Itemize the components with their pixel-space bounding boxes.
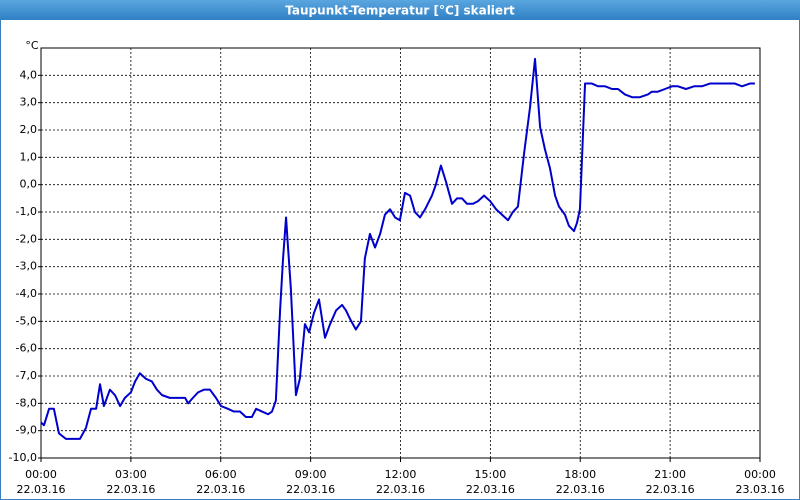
- y-tick-label: -5,0: [16, 314, 37, 327]
- x-tick-date: 22.03.16: [286, 483, 335, 496]
- y-tick-label: 2,0: [20, 123, 38, 136]
- y-tick-label: -3,0: [16, 260, 37, 273]
- x-tick-label: 03:00: [115, 468, 147, 481]
- x-tick-label: 21:00: [654, 468, 686, 481]
- y-tick-label: 4,0: [20, 68, 38, 81]
- y-tick-label: -8,0: [16, 396, 37, 409]
- x-tick-date: 22.03.16: [17, 483, 66, 496]
- y-tick-label: 1,0: [20, 150, 38, 163]
- y-tick-label: -9,0: [16, 424, 37, 437]
- x-tick-date: 22.03.16: [556, 483, 605, 496]
- chart-title: Taupunkt-Temperatur [°C] skaliert: [285, 4, 515, 18]
- x-tick-label: 06:00: [205, 468, 237, 481]
- title-bar: [0, 0, 800, 20]
- y-tick-label: -10,0: [9, 451, 37, 464]
- x-tick-label: 12:00: [385, 468, 417, 481]
- x-tick-date: 22.03.16: [646, 483, 695, 496]
- x-tick-label: 15:00: [475, 468, 507, 481]
- x-tick-date: 22.03.16: [376, 483, 425, 496]
- x-tick-label: 09:00: [295, 468, 327, 481]
- x-tick-date: 22.03.16: [106, 483, 155, 496]
- y-tick-label: -2,0: [16, 232, 37, 245]
- y-tick-label: -4,0: [16, 287, 37, 300]
- x-tick-date: 22.03.16: [466, 483, 515, 496]
- x-tick-label: 00:00: [25, 468, 57, 481]
- y-unit: °C: [25, 39, 39, 52]
- x-tick-label: 18:00: [564, 468, 596, 481]
- y-tick-label: -1,0: [16, 205, 37, 218]
- y-tick-label: 0,0: [20, 178, 38, 191]
- x-tick-label: 00:00: [744, 468, 776, 481]
- plot-border: [40, 47, 761, 459]
- y-tick-label: -6,0: [16, 342, 37, 355]
- data-line: [40, 57, 755, 440]
- y-tick-label: -7,0: [16, 369, 37, 382]
- y-tick-label: 3,0: [20, 96, 38, 109]
- x-tick-date: 22.03.16: [196, 483, 245, 496]
- x-tick-date: 23.03.16: [736, 483, 785, 496]
